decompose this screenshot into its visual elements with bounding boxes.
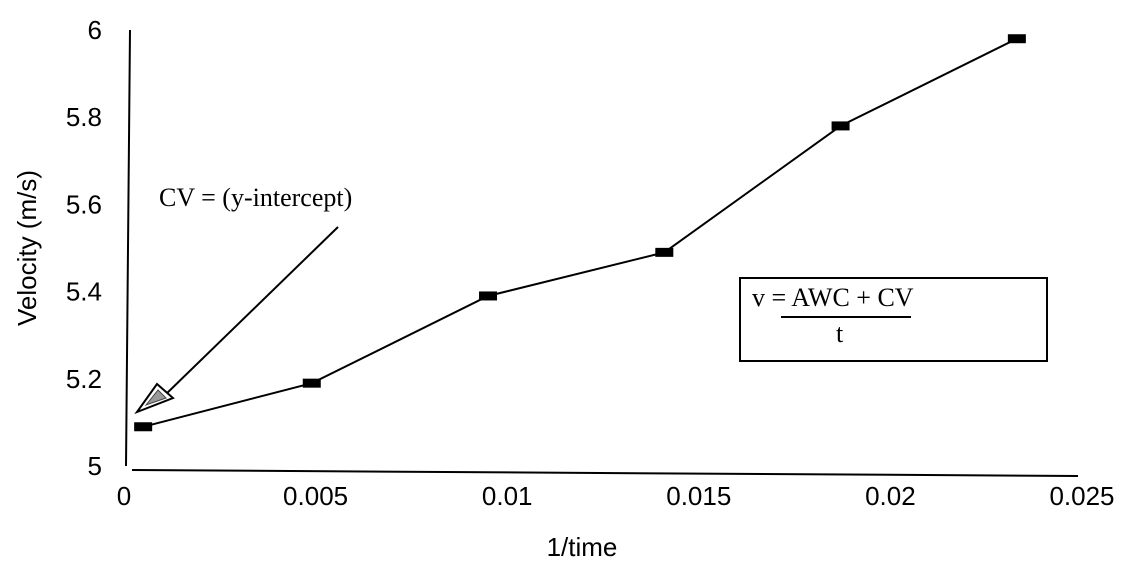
y-axis-line (126, 30, 130, 466)
x-tick-labels: 0 0.005 0.01 0.015 0.02 0.025 (117, 481, 1115, 511)
x-axis-line (132, 470, 1078, 476)
data-point-marker (134, 422, 152, 431)
y-tick-label: 5.8 (66, 102, 102, 132)
data-point-marker (303, 379, 321, 388)
y-tick-label: 5.2 (66, 364, 102, 394)
series-line (143, 39, 1017, 427)
y-tick-label: 5.6 (66, 189, 102, 219)
x-tick-label: 0 (117, 481, 131, 511)
equation-denominator: t (836, 319, 844, 348)
annotations: CV = (y-intercept) v = AWC + CV t (137, 183, 1047, 412)
x-tick-label: 0.02 (865, 481, 916, 511)
y-tick-label: 5.4 (66, 277, 102, 307)
data-point-marker (1008, 34, 1026, 43)
intercept-arrow-line (163, 227, 338, 397)
data-point-marker (479, 291, 497, 300)
data-point-marker (832, 121, 850, 130)
x-tick-label: 0.01 (482, 481, 533, 511)
y-tick-labels: 5 5.2 5.4 5.6 5.8 6 (66, 15, 102, 481)
x-axis-title: 1/time (547, 532, 618, 562)
equation-numerator: v = AWC + CV (752, 283, 914, 312)
y-axis-title: Velocity (m/s) (12, 170, 42, 326)
data-point-marker (655, 248, 673, 257)
x-tick-label: 0.005 (283, 481, 348, 511)
axes (126, 30, 1078, 476)
intercept-annotation-label: CV = (y-intercept) (159, 183, 352, 212)
x-tick-label: 0.025 (1049, 481, 1114, 511)
y-tick-label: 5 (88, 451, 102, 481)
y-tick-label: 6 (88, 15, 102, 45)
series-group (134, 34, 1026, 431)
x-tick-label: 0.015 (666, 481, 731, 511)
